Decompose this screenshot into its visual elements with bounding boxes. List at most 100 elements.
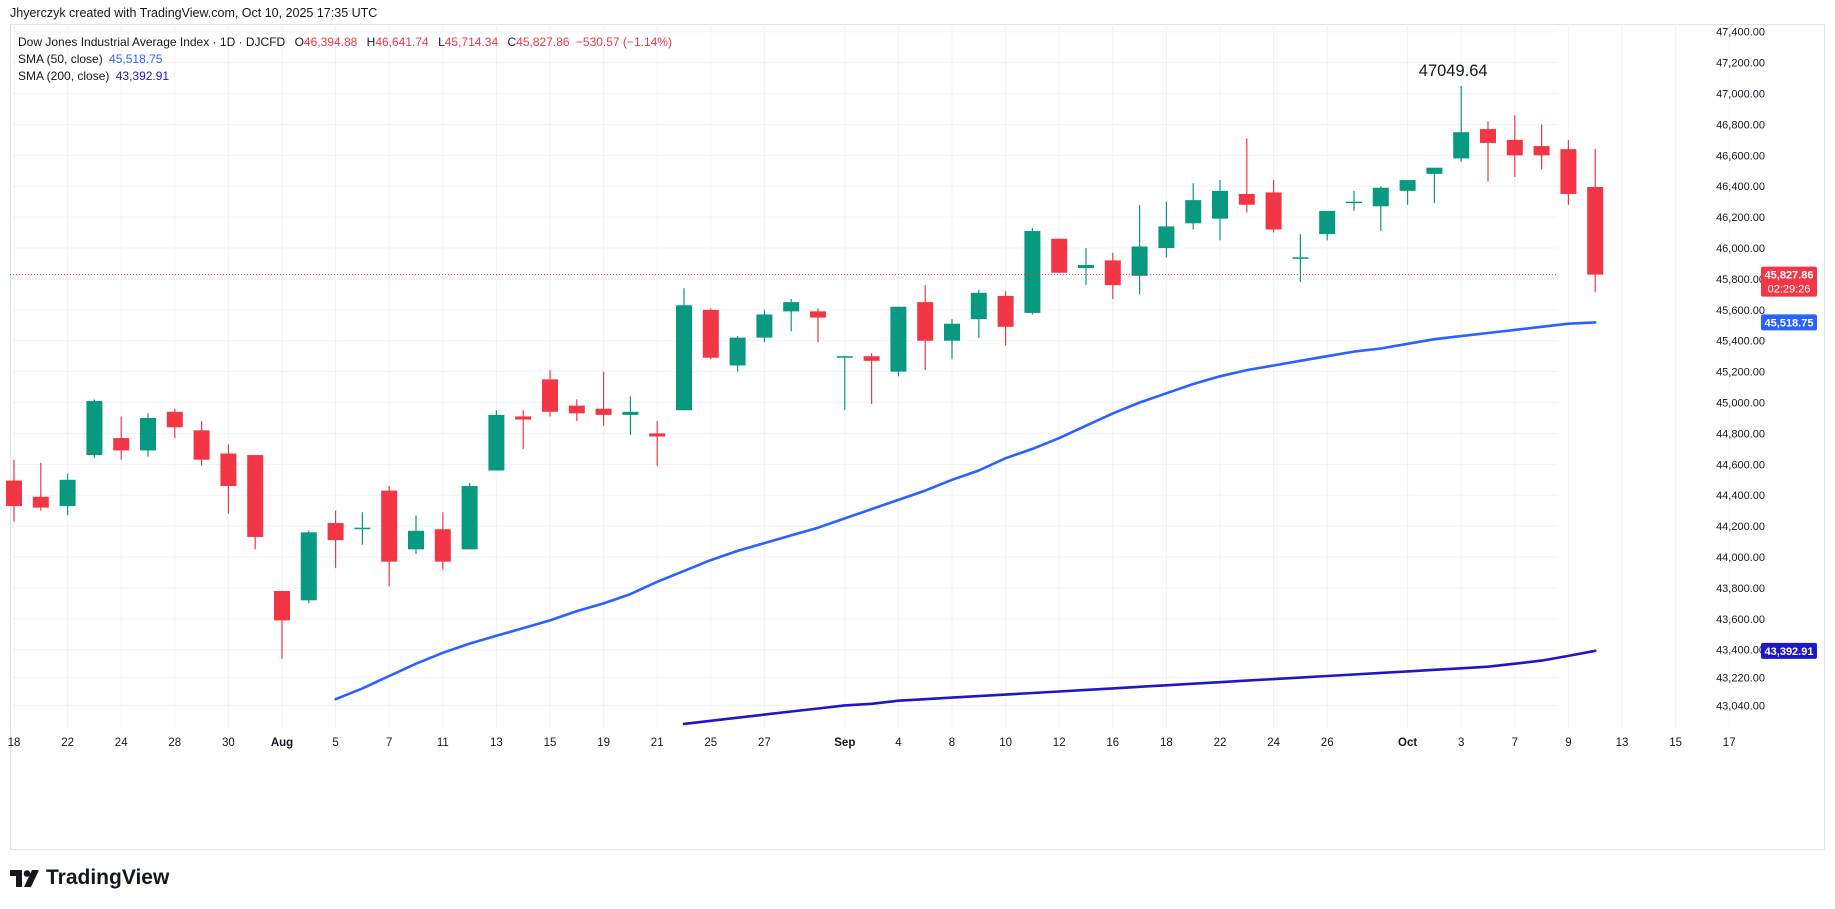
candle (1212, 180, 1228, 241)
candle (354, 512, 371, 545)
candle (1560, 139, 1577, 205)
candle-body (1506, 139, 1523, 156)
legend-sma200-value: 43,392.91 (115, 69, 170, 83)
chart[interactable]: 43,040.00 43,220.00 43,400.00 43,600.00 43,8… (0, 0, 1835, 860)
legend-open-label: O (294, 35, 304, 49)
candle-body (1346, 201, 1362, 204)
candle-body (1212, 190, 1228, 219)
candle-body (997, 295, 1014, 327)
legend-close: 45,827.86 (516, 35, 570, 49)
candle (649, 421, 666, 466)
candle-body (1453, 132, 1470, 159)
candle (515, 410, 532, 449)
candle-body (1131, 246, 1148, 276)
candle-body (676, 305, 692, 411)
candle-body (1319, 210, 1336, 235)
candle-body (488, 414, 505, 471)
candle (1158, 201, 1175, 258)
candle (970, 289, 987, 338)
tradingview-logo[interactable]: TradingView (10, 866, 169, 890)
last-price-badge-box (1761, 266, 1817, 297)
candle (836, 356, 853, 411)
candle (1238, 138, 1255, 213)
tradingview-logo-text: TradingView (46, 866, 170, 889)
y-tick-label: 47,400.00 (1716, 27, 1765, 39)
candle (1506, 115, 1523, 177)
candle-body (193, 430, 210, 460)
y-tick-label: 46,600.00 (1716, 150, 1765, 162)
legend-high: 46,641.74 (375, 35, 429, 49)
candle (1533, 124, 1550, 170)
legend-sma50-label: SMA (50, close) (18, 52, 103, 66)
candle (729, 336, 746, 372)
candle-body (810, 311, 826, 318)
candle-body (113, 438, 130, 451)
x-tick-label: 8 (949, 737, 955, 749)
candle-body (247, 455, 264, 537)
y-tick-label: 44,800.00 (1716, 428, 1765, 440)
candle-body (515, 416, 532, 420)
legend-sma200-row[interactable]: SMA (200, close) 43,392.91 (18, 68, 672, 85)
candle-body (917, 302, 934, 341)
candle (676, 288, 692, 411)
candle-body (140, 417, 156, 451)
x-tick-label: 7 (1512, 737, 1518, 749)
y-tick-label: 46,000.00 (1716, 243, 1765, 255)
attribution-text: Jhyerczyk created with TradingView.com, … (10, 6, 378, 20)
y-tick-label: 45,400.00 (1716, 336, 1765, 348)
candle-body (970, 292, 987, 320)
candle-body (354, 527, 371, 530)
candle (1346, 190, 1362, 211)
sma200-badge: 43,392.91 (1761, 642, 1817, 659)
sma-50-layer (334, 321, 1597, 701)
candle (86, 399, 103, 459)
y-tick-label: 43,600.00 (1716, 614, 1765, 626)
x-tick-label: 15 (544, 737, 557, 749)
high-annotation: 47049.64 (1419, 62, 1488, 80)
x-tick-label: 30 (222, 737, 235, 749)
candle (890, 306, 907, 377)
candle (1265, 180, 1282, 233)
sma50-badge-box (1761, 314, 1817, 331)
candle-body (836, 356, 853, 358)
y-tick-label: 47,200.00 (1716, 58, 1765, 70)
y-tick-label: 45,200.00 (1716, 367, 1765, 379)
x-tick-label: 7 (386, 737, 392, 749)
legend-sma50-row[interactable]: SMA (50, close) 45,518.75 (18, 51, 672, 68)
y-tick-label: 45,600.00 (1716, 305, 1765, 317)
candle-body (32, 496, 49, 508)
candle-body (702, 309, 719, 358)
candle (1185, 183, 1202, 230)
x-tick-label: 13 (1616, 737, 1629, 749)
candle (595, 371, 612, 426)
candle (32, 462, 49, 511)
candle (300, 530, 317, 604)
y-tick-label: 46,200.00 (1716, 212, 1765, 224)
candle-body (863, 356, 880, 361)
sma200-badge-value: 43,392.91 (1765, 646, 1814, 658)
x-tick-label: 27 (758, 737, 771, 749)
legend-high-label: H (366, 35, 376, 49)
x-tick-label: Oct (1398, 737, 1417, 749)
candle-body (729, 337, 746, 366)
candle-body (1480, 129, 1496, 143)
candle (1051, 238, 1068, 273)
candle-body (59, 479, 76, 507)
grid (10, 24, 1730, 727)
y-tick-label: 44,600.00 (1716, 459, 1765, 471)
candle (863, 353, 880, 405)
legend-ohlc-row[interactable]: Dow Jones Industrial Average Index · 1D … (18, 34, 672, 51)
candle-body (300, 532, 317, 601)
candle-body (783, 302, 800, 312)
last-price-badge-value: 45,827.86 (1765, 270, 1814, 282)
x-tick-label: 18 (8, 737, 21, 749)
candle (461, 482, 478, 550)
candle (408, 515, 424, 554)
sma-200-layer (682, 649, 1597, 726)
candle-body (568, 405, 585, 414)
chart-frame[interactable] (10, 24, 1825, 850)
y-tick-label: 47,000.00 (1716, 89, 1765, 101)
y-tick-label: 46,400.00 (1716, 181, 1765, 193)
x-tick-label: 16 (1106, 737, 1119, 749)
candle (1426, 167, 1443, 204)
